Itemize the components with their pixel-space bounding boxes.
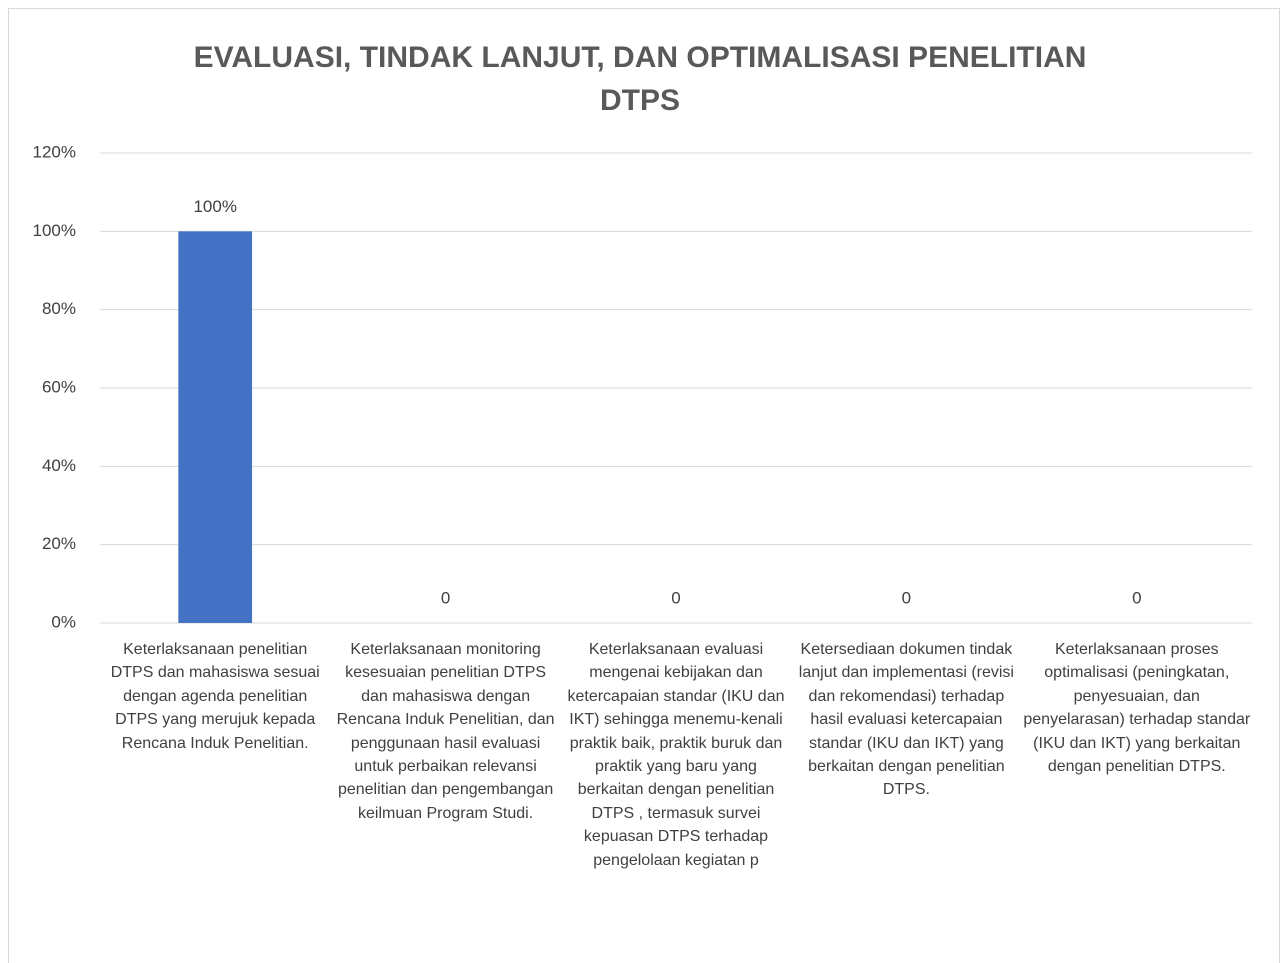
bar (178, 231, 253, 624)
data-label: 0 (902, 588, 911, 607)
data-label: 0 (1132, 588, 1141, 607)
y-tick-label: 20% (42, 534, 76, 553)
x-tick-label: Keterlaksanaan evaluasi mengenai kebijak… (567, 641, 785, 869)
y-tick-label: 80% (42, 299, 76, 318)
y-tick-label: 120% (33, 142, 76, 161)
y-tick-label: 60% (42, 377, 76, 396)
x-tick-label: Ketersediaan dokumen tindak lanjut dan i… (798, 641, 1014, 799)
x-tick-label: Keterlaksanaan penelitian DTPS dan mahas… (110, 641, 320, 752)
y-tick-label: 0% (51, 612, 76, 631)
data-label: 100% (193, 197, 236, 216)
y-tick-label: 100% (33, 221, 76, 240)
data-label: 0 (441, 588, 450, 607)
chart-title: EVALUASI, TINDAK LANJUT, DAN OPTIMALISAS… (193, 41, 1087, 117)
y-tick-label: 40% (42, 456, 76, 475)
chart-border (8, 8, 1280, 963)
x-tick-label: Keterlaksanaan monitoring kesesuaian pen… (336, 641, 555, 822)
data-label: 0 (671, 588, 680, 607)
x-tick-label: Keterlaksanaan proses optimalisasi (peni… (1023, 641, 1251, 776)
